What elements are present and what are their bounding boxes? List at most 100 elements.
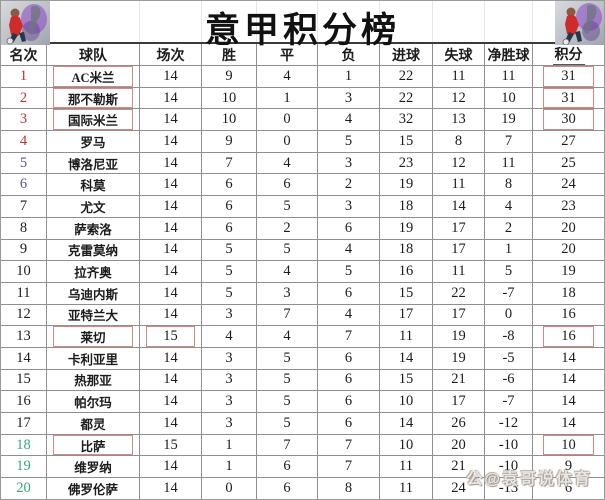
- wins-cell: 1: [202, 456, 257, 479]
- goal-diff-cell: 19: [485, 109, 533, 132]
- losses-cell: 7: [318, 326, 380, 348]
- points-cell: 24: [533, 174, 604, 197]
- team-cell: 拉齐奥: [47, 261, 140, 283]
- goal-diff-cell: 0: [485, 304, 533, 327]
- losses-cell: 5: [318, 131, 380, 153]
- goals-for-cell: 16: [380, 261, 433, 283]
- wins-cell: 5: [202, 239, 257, 262]
- wins-cell: 6: [202, 174, 257, 197]
- rank-cell: 8: [1, 217, 47, 240]
- losses-cell: 4: [318, 304, 380, 327]
- rank-cell: 11: [1, 282, 47, 305]
- goals-for-cell: 15: [380, 131, 433, 153]
- rank-cell: 20: [1, 478, 47, 499]
- rank-cell: 13: [1, 326, 47, 348]
- played-cell: 14: [140, 217, 202, 240]
- goal-diff-cell: -5: [485, 347, 533, 370]
- losses-cell: 3: [318, 152, 380, 175]
- goals-for-cell: 23: [380, 152, 433, 175]
- points-cell: 16: [533, 326, 604, 348]
- played-cell: 14: [140, 66, 202, 88]
- goals-against-cell: 26: [433, 413, 485, 435]
- goals-against-cell: 12: [433, 152, 485, 175]
- goals-for-cell: 17: [380, 304, 433, 327]
- goals-against-cell: 8: [433, 131, 485, 153]
- team-cell: 维罗纳: [47, 456, 140, 479]
- team-cell: 卡利亚里: [47, 347, 140, 370]
- draws-cell: 5: [257, 347, 318, 370]
- goals-against-cell: 24: [433, 478, 485, 499]
- losses-cell: 3: [318, 196, 380, 218]
- goals-against-cell: 13: [433, 109, 485, 132]
- wins-cell: 7: [202, 152, 257, 175]
- draws-cell: 5: [257, 239, 318, 262]
- goals-against-cell: 19: [433, 326, 485, 348]
- points-cell: 27: [533, 131, 604, 153]
- draws-cell: 6: [257, 478, 318, 499]
- goals-against-cell: 22: [433, 282, 485, 305]
- goal-diff-cell: -7: [485, 391, 533, 413]
- wins-cell: 3: [202, 369, 257, 392]
- played-cell: 14: [140, 369, 202, 392]
- points-cell: 30: [533, 109, 604, 132]
- page-title: 意甲积分榜: [204, 11, 400, 50]
- goals-for-cell: 18: [380, 239, 433, 262]
- draws-cell: 4: [257, 326, 318, 348]
- draws-cell: 0: [257, 131, 318, 153]
- team-cell: 热那亚: [47, 369, 140, 392]
- points-cell: 25: [533, 153, 604, 175]
- rank-cell: 19: [1, 456, 47, 479]
- rank-cell: 5: [1, 152, 47, 175]
- goal-diff-cell: -10: [485, 456, 533, 479]
- played-cell: 14: [140, 239, 202, 262]
- goal-diff-cell: 8: [485, 174, 533, 197]
- team-cell: 罗马: [47, 131, 140, 153]
- team-cell: 比萨: [47, 434, 140, 457]
- goals-for-cell: 22: [380, 87, 433, 110]
- goals-for-cell: 15: [380, 282, 433, 305]
- points-cell: 14: [533, 391, 604, 413]
- wins-cell: 0: [202, 478, 257, 499]
- wins-cell: 5: [202, 282, 257, 305]
- rank-cell: 1: [1, 66, 47, 88]
- rank-cell: 4: [1, 131, 47, 153]
- draws-cell: 6: [257, 174, 318, 197]
- team-cell: 莱切: [47, 326, 140, 348]
- draws-cell: 5: [257, 391, 318, 413]
- goals-for-cell: 14: [380, 413, 433, 435]
- goals-against-cell: 20: [433, 434, 485, 457]
- goals-against-cell: 11: [433, 66, 485, 88]
- draws-cell: 5: [257, 369, 318, 392]
- goals-against-cell: 14: [433, 196, 485, 218]
- rank-cell: 17: [1, 413, 47, 435]
- team-cell: 尤文: [47, 196, 140, 218]
- team-cell: 帕尔玛: [47, 391, 140, 413]
- wins-cell: 10: [202, 109, 257, 132]
- goals-against-cell: 21: [433, 369, 485, 392]
- wins-cell: 6: [202, 217, 257, 240]
- goal-diff-cell: 11: [485, 152, 533, 175]
- wins-cell: 4: [202, 326, 257, 348]
- played-cell: 14: [140, 174, 202, 197]
- goals-for-cell: 10: [380, 391, 433, 413]
- goals-for-cell: 15: [380, 369, 433, 392]
- header-goals-for: 进球: [380, 44, 433, 66]
- goals-for-cell: 19: [380, 174, 433, 197]
- wins-cell: 3: [202, 347, 257, 370]
- draws-cell: 4: [257, 152, 318, 175]
- standings-rows: 1 AC米兰 14 9 4 1 22 11 11 31 2 那不勒斯 14 10…: [1, 66, 604, 499]
- played-cell: 14: [140, 391, 202, 413]
- header-points: 积分: [533, 44, 604, 66]
- goals-against-cell: 11: [433, 261, 485, 283]
- played-cell: 14: [140, 304, 202, 327]
- goals-against-cell: 17: [433, 239, 485, 262]
- goal-diff-cell: 4: [485, 196, 533, 218]
- rank-cell: 15: [1, 369, 47, 392]
- points-cell: 14: [533, 413, 604, 435]
- team-cell: 乌迪内斯: [47, 282, 140, 305]
- played-cell: 14: [140, 282, 202, 305]
- rank-cell: 16: [1, 391, 47, 413]
- points-cell: 20: [533, 218, 604, 240]
- player-illustration-right-icon: [555, 1, 604, 46]
- losses-cell: 6: [318, 369, 380, 392]
